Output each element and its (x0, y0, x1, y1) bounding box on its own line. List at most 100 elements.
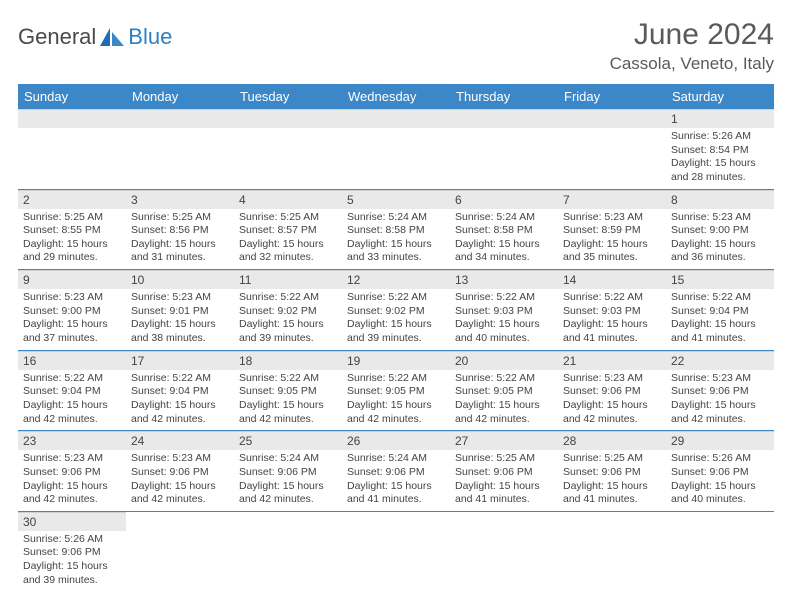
day-details: Sunrise: 5:22 AMSunset: 9:04 PMDaylight:… (666, 289, 774, 350)
calendar-cell: 15Sunrise: 5:22 AMSunset: 9:04 PMDayligh… (666, 270, 774, 351)
day-number: 3 (126, 190, 234, 209)
day-number: 27 (450, 431, 558, 450)
calendar-cell (450, 511, 558, 591)
calendar-table: Sunday Monday Tuesday Wednesday Thursday… (18, 84, 774, 591)
day-details: Sunrise: 5:24 AMSunset: 9:06 PMDaylight:… (234, 450, 342, 511)
day-details: Sunrise: 5:25 AMSunset: 8:57 PMDaylight:… (234, 209, 342, 270)
calendar-cell: 3Sunrise: 5:25 AMSunset: 8:56 PMDaylight… (126, 189, 234, 270)
day-number: 14 (558, 270, 666, 289)
calendar-cell: 24Sunrise: 5:23 AMSunset: 9:06 PMDayligh… (126, 431, 234, 512)
day-details: Sunrise: 5:23 AMSunset: 9:06 PMDaylight:… (666, 370, 774, 431)
day-details: Sunrise: 5:25 AMSunset: 8:56 PMDaylight:… (126, 209, 234, 270)
day-number: 4 (234, 190, 342, 209)
calendar-cell: 21Sunrise: 5:23 AMSunset: 9:06 PMDayligh… (558, 350, 666, 431)
calendar-cell (450, 109, 558, 189)
day-details: Sunrise: 5:22 AMSunset: 9:04 PMDaylight:… (18, 370, 126, 431)
day-details: Sunrise: 5:23 AMSunset: 9:00 PMDaylight:… (666, 209, 774, 270)
day-details: Sunrise: 5:22 AMSunset: 9:05 PMDaylight:… (234, 370, 342, 431)
calendar-row: 1Sunrise: 5:26 AMSunset: 8:54 PMDaylight… (18, 109, 774, 189)
weekday-tue: Tuesday (234, 84, 342, 109)
day-number: 7 (558, 190, 666, 209)
day-details: Sunrise: 5:22 AMSunset: 9:02 PMDaylight:… (234, 289, 342, 350)
header: General Blue June 2024 Cassola, Veneto, … (18, 18, 774, 74)
calendar-cell (18, 109, 126, 189)
title-block: June 2024 Cassola, Veneto, Italy (610, 18, 774, 74)
weekday-header-row: Sunday Monday Tuesday Wednesday Thursday… (18, 84, 774, 109)
calendar-cell: 11Sunrise: 5:22 AMSunset: 9:02 PMDayligh… (234, 270, 342, 351)
weekday-thu: Thursday (450, 84, 558, 109)
day-details: Sunrise: 5:24 AMSunset: 9:06 PMDaylight:… (342, 450, 450, 511)
day-number: 5 (342, 190, 450, 209)
day-number: 20 (450, 351, 558, 370)
day-number: 16 (18, 351, 126, 370)
calendar-cell (234, 511, 342, 591)
day-number: 21 (558, 351, 666, 370)
calendar-cell (342, 109, 450, 189)
day-details: Sunrise: 5:25 AMSunset: 8:55 PMDaylight:… (18, 209, 126, 270)
day-number: 30 (18, 512, 126, 531)
day-number: 2 (18, 190, 126, 209)
day-details: Sunrise: 5:26 AMSunset: 8:54 PMDaylight:… (666, 128, 774, 189)
day-details: Sunrise: 5:26 AMSunset: 9:06 PMDaylight:… (18, 531, 126, 592)
day-number: 18 (234, 351, 342, 370)
calendar-cell: 10Sunrise: 5:23 AMSunset: 9:01 PMDayligh… (126, 270, 234, 351)
day-number: 1 (666, 109, 774, 128)
calendar-row: 23Sunrise: 5:23 AMSunset: 9:06 PMDayligh… (18, 431, 774, 512)
weekday-sun: Sunday (18, 84, 126, 109)
day-number: 17 (126, 351, 234, 370)
calendar-cell: 25Sunrise: 5:24 AMSunset: 9:06 PMDayligh… (234, 431, 342, 512)
calendar-cell: 17Sunrise: 5:22 AMSunset: 9:04 PMDayligh… (126, 350, 234, 431)
day-details: Sunrise: 5:23 AMSunset: 9:06 PMDaylight:… (18, 450, 126, 511)
calendar-cell (666, 511, 774, 591)
weekday-sat: Saturday (666, 84, 774, 109)
calendar-cell: 7Sunrise: 5:23 AMSunset: 8:59 PMDaylight… (558, 189, 666, 270)
day-number: 25 (234, 431, 342, 450)
logo-text-general: General (18, 24, 96, 50)
day-number: 24 (126, 431, 234, 450)
calendar-cell: 27Sunrise: 5:25 AMSunset: 9:06 PMDayligh… (450, 431, 558, 512)
day-details: Sunrise: 5:25 AMSunset: 9:06 PMDaylight:… (450, 450, 558, 511)
calendar-cell: 9Sunrise: 5:23 AMSunset: 9:00 PMDaylight… (18, 270, 126, 351)
calendar-cell: 20Sunrise: 5:22 AMSunset: 9:05 PMDayligh… (450, 350, 558, 431)
day-number: 13 (450, 270, 558, 289)
day-number: 28 (558, 431, 666, 450)
calendar-row: 16Sunrise: 5:22 AMSunset: 9:04 PMDayligh… (18, 350, 774, 431)
day-number: 11 (234, 270, 342, 289)
calendar-cell (126, 511, 234, 591)
logo-text-blue: Blue (128, 24, 172, 50)
day-number: 19 (342, 351, 450, 370)
logo-sail-icon (98, 26, 126, 48)
day-number: 6 (450, 190, 558, 209)
calendar-cell: 26Sunrise: 5:24 AMSunset: 9:06 PMDayligh… (342, 431, 450, 512)
day-number: 29 (666, 431, 774, 450)
weekday-fri: Friday (558, 84, 666, 109)
calendar-cell (558, 109, 666, 189)
calendar-row: 9Sunrise: 5:23 AMSunset: 9:00 PMDaylight… (18, 270, 774, 351)
calendar-cell: 1Sunrise: 5:26 AMSunset: 8:54 PMDaylight… (666, 109, 774, 189)
calendar-cell: 16Sunrise: 5:22 AMSunset: 9:04 PMDayligh… (18, 350, 126, 431)
weekday-wed: Wednesday (342, 84, 450, 109)
day-details: Sunrise: 5:26 AMSunset: 9:06 PMDaylight:… (666, 450, 774, 511)
day-number: 10 (126, 270, 234, 289)
day-number: 22 (666, 351, 774, 370)
day-number: 26 (342, 431, 450, 450)
weekday-mon: Monday (126, 84, 234, 109)
calendar-cell: 2Sunrise: 5:25 AMSunset: 8:55 PMDaylight… (18, 189, 126, 270)
calendar-cell: 23Sunrise: 5:23 AMSunset: 9:06 PMDayligh… (18, 431, 126, 512)
calendar-cell: 4Sunrise: 5:25 AMSunset: 8:57 PMDaylight… (234, 189, 342, 270)
calendar-cell: 12Sunrise: 5:22 AMSunset: 9:02 PMDayligh… (342, 270, 450, 351)
day-number: 23 (18, 431, 126, 450)
day-number: 15 (666, 270, 774, 289)
day-number: 12 (342, 270, 450, 289)
day-details: Sunrise: 5:24 AMSunset: 8:58 PMDaylight:… (450, 209, 558, 270)
day-details: Sunrise: 5:23 AMSunset: 8:59 PMDaylight:… (558, 209, 666, 270)
calendar-cell: 14Sunrise: 5:22 AMSunset: 9:03 PMDayligh… (558, 270, 666, 351)
day-details: Sunrise: 5:23 AMSunset: 9:01 PMDaylight:… (126, 289, 234, 350)
month-title: June 2024 (610, 18, 774, 52)
calendar-cell: 18Sunrise: 5:22 AMSunset: 9:05 PMDayligh… (234, 350, 342, 431)
day-details: Sunrise: 5:22 AMSunset: 9:02 PMDaylight:… (342, 289, 450, 350)
day-number: 8 (666, 190, 774, 209)
calendar-cell (342, 511, 450, 591)
day-details: Sunrise: 5:22 AMSunset: 9:05 PMDaylight:… (450, 370, 558, 431)
calendar-cell: 8Sunrise: 5:23 AMSunset: 9:00 PMDaylight… (666, 189, 774, 270)
